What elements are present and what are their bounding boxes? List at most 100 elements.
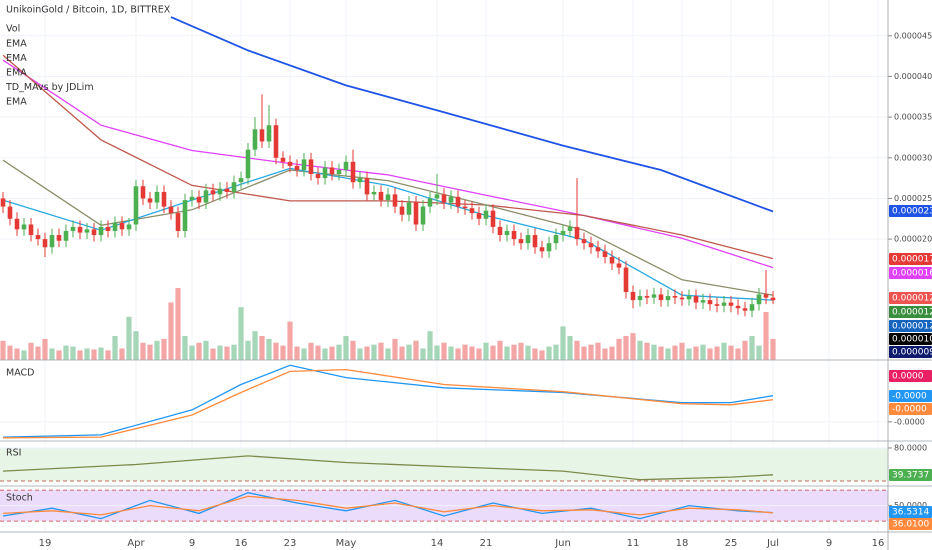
volume-bar [336,344,342,360]
x-tick-label: 9 [189,538,195,549]
volume-bar [693,346,699,360]
price-label-bg [889,469,932,481]
volume-bar [504,346,510,360]
volume-bar [581,346,587,360]
volume-bar [343,336,349,360]
candle-body [119,222,125,230]
volume-bar [0,340,6,360]
candle-body [70,226,76,231]
candle-body [637,296,643,301]
candle-body [161,191,167,207]
price-label-bg [889,292,932,304]
candle-body [518,239,524,244]
candle-body [399,206,405,215]
candle-body [441,194,447,203]
candle-body [686,296,692,300]
candle-body [301,159,307,170]
volume-bar [84,348,90,360]
price-label: -0.0000 [892,405,927,415]
volume-bar [651,344,657,360]
volume-bar [602,348,608,360]
volume-bar [469,346,475,360]
candle-body [189,196,195,201]
candle-body [770,297,776,301]
volume-bar [287,321,293,360]
price-label: 0.00001050 [892,335,932,345]
candle-body [308,159,314,175]
x-tick-label: Jun [554,538,571,549]
volume-bar [49,348,55,360]
volume-bar [588,344,594,360]
legend-entry: TD_MAvs by JDLim [5,82,94,93]
volume-bar [770,338,776,360]
x-tick-label: 21 [480,538,493,549]
volume-bar [413,340,419,360]
volume-bar [273,342,279,360]
candle-body [0,198,6,207]
indicator-line [2,492,774,520]
candle-body [133,186,139,225]
candle-body [147,198,153,203]
x-tick-label: 11 [627,538,640,549]
volume-bar [280,345,286,360]
volume-bar [595,342,601,360]
candle-body [385,194,391,201]
volume-bar [476,348,482,360]
volume-bar [756,345,762,360]
candle-body [735,305,741,309]
volume-bar [462,344,468,360]
volume-bar [707,348,713,360]
volume-bar [357,348,363,360]
candle-body [539,247,545,252]
candle-body [315,174,321,179]
candle-body [63,230,69,241]
candle-body [756,294,762,305]
candle-body [378,191,384,201]
volume-bar [21,350,27,360]
candle-body [343,161,349,170]
volume-bar [105,350,111,360]
y-tick-label: 80.0000 [894,443,927,452]
volume-bar [574,340,580,360]
volume-bar [749,336,755,360]
candle-body [574,226,580,240]
candle-body [742,308,748,311]
price-label-bg [889,506,932,518]
candle-body [266,125,272,142]
candle-body [511,230,517,240]
candle-body [98,226,104,236]
indicator-line [2,495,774,516]
volume-bar [154,340,160,360]
volume-bar [497,340,503,360]
candle-body [210,190,216,195]
candle-body [672,296,678,298]
candle-body [483,210,489,219]
volume-bar [210,348,216,360]
volume-bar [231,344,237,360]
x-tick-label: 18 [676,538,689,549]
volume-bar [546,346,552,360]
volume-bar [14,348,20,360]
price-label-bg [889,306,932,318]
x-tick-label: Jul [766,538,779,549]
candle-body [644,296,650,298]
candle-body [322,167,328,179]
volume-bar [245,340,251,360]
candle-body [469,208,475,214]
volume-bar [700,344,706,360]
volume-bar [567,336,573,360]
volume-bar [7,345,13,360]
volume-bar [714,346,720,360]
candle-body [476,213,482,219]
volume-bar [56,350,62,360]
candle-body [427,198,433,207]
volume-bar [378,342,384,360]
volume-bar [672,345,678,360]
volume-bar [35,346,41,360]
volume-bar [329,346,335,360]
candle-body [462,206,468,209]
candle-body [224,188,230,192]
candle-body [77,226,83,233]
candle-body [658,294,664,301]
